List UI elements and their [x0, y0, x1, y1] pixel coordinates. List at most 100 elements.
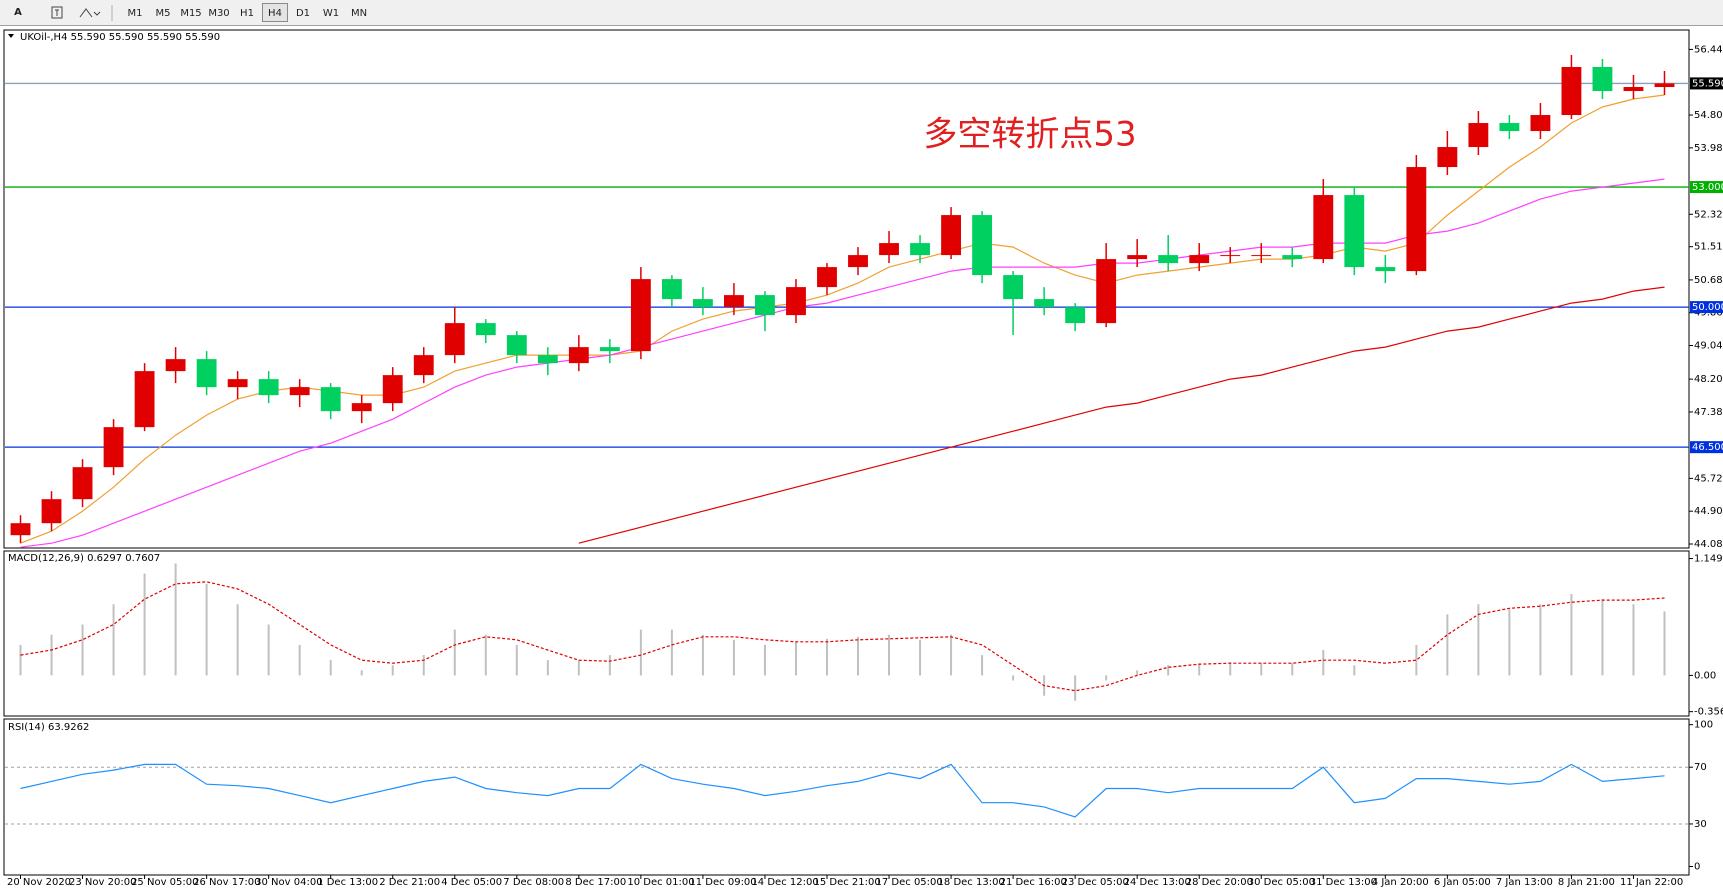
x-tick-label: 23 Dec 05:00: [1062, 877, 1129, 888]
candle-body: [227, 379, 248, 388]
candle-body: [1530, 115, 1551, 132]
moving-average: [578, 286, 1665, 544]
x-tick-label: 28 Dec 20:00: [1186, 877, 1253, 888]
candle-body: [568, 347, 589, 364]
candle-body: [630, 279, 651, 352]
chart: UKOil-,H4 55.590 55.590 55.590 55.590 多空…: [3, 29, 1723, 888]
candle-body: [1375, 267, 1396, 272]
level-label-box: [1690, 77, 1723, 90]
x-tick-label: 4 Dec 05:00: [441, 877, 502, 888]
candle-body: [413, 355, 434, 376]
x-tick-label: 18 Dec 13:00: [938, 877, 1005, 888]
price-title: UKOil-,H4 55.590 55.590 55.590 55.590: [20, 32, 220, 43]
x-tick-label: 17 Dec 05:00: [876, 877, 943, 888]
macd-title: MACD(12,26,9) 0.6297 0.7607: [8, 553, 160, 564]
candle-body: [10, 523, 31, 536]
level-label: 55.590: [1692, 78, 1723, 89]
x-tick-label: 11 Jan 22:00: [1620, 877, 1683, 888]
candle-body: [506, 335, 527, 356]
candle-body: [1313, 195, 1334, 260]
shapes-icon[interactable]: [79, 8, 101, 18]
x-tick-label: 1 Dec 13:00: [317, 877, 378, 888]
y-tick-label: 70: [1694, 762, 1707, 773]
candle-body: [1499, 123, 1520, 132]
candle-body: [755, 295, 775, 316]
x-tick-label: 20 Nov 2020: [7, 877, 71, 888]
candle-body: [692, 299, 713, 308]
timeframe-button[interactable]: MN: [350, 8, 368, 19]
x-tick-label: 7 Jan 13:00: [1496, 877, 1553, 888]
timeframe-button[interactable]: M15: [180, 8, 202, 19]
y-tick-label: 30: [1694, 819, 1707, 830]
candle-body: [1096, 259, 1117, 324]
candle-body: [1127, 255, 1148, 260]
label-icon-glyph: [55, 9, 59, 16]
annotation: 多空转折点53: [923, 115, 1136, 155]
rsi-line: [20, 763, 1665, 818]
candle-body: [1065, 307, 1086, 324]
candle-body: [382, 375, 403, 404]
text-tool[interactable]: A: [14, 7, 22, 18]
candle-body: [1406, 167, 1427, 272]
y-tick-label: 48.200: [1694, 374, 1723, 385]
candle-body: [1468, 123, 1489, 148]
rsi-title: RSI(14) 63.9262: [8, 722, 89, 733]
x-tick-label: 10 Dec 01:00: [627, 877, 694, 888]
y-tick-label: 54.800: [1694, 110, 1723, 121]
moving-average: [20, 178, 1665, 548]
candle-body: [1034, 299, 1055, 308]
x-tick-label: 21 Dec 16:00: [1000, 877, 1067, 888]
candle-body: [599, 347, 620, 352]
label-icon[interactable]: [51, 6, 63, 19]
candle-body: [475, 323, 496, 336]
title-arrow: [8, 34, 14, 38]
candle-body: [1251, 255, 1272, 257]
level-label-box: [1690, 441, 1723, 454]
tool-icons: [51, 5, 113, 21]
candle-body: [661, 279, 682, 300]
level-label-box: [1690, 181, 1723, 194]
level-label: 53.000: [1692, 182, 1723, 193]
y-tick-label: 49.860: [1694, 308, 1723, 319]
y-tick-label: 44.080: [1694, 539, 1723, 550]
y-tick-label: 100: [1694, 720, 1713, 731]
candle-body: [1592, 67, 1613, 92]
x-tick-label: 8 Jan 21:00: [1558, 877, 1615, 888]
timeframe-button[interactable]: H4: [262, 3, 288, 22]
y-tick-label: 56.440: [1694, 44, 1723, 55]
timeframe-button[interactable]: W1: [322, 8, 340, 19]
candle-body: [41, 499, 62, 524]
candle-body: [289, 387, 310, 396]
candle-body: [1003, 275, 1024, 300]
y-tick-label: 50.680: [1694, 275, 1723, 286]
y-tick-label: 0.00: [1694, 670, 1716, 681]
candle-body: [1623, 87, 1644, 92]
timeframe-button[interactable]: M30: [208, 8, 230, 19]
timeframe-button[interactable]: D1: [295, 8, 311, 19]
candle-body: [1344, 195, 1365, 268]
candle-body: [1437, 147, 1458, 168]
y-tick-label: 49.040: [1694, 341, 1723, 352]
x-tick-label: 23 Nov 20:00: [69, 877, 136, 888]
y-tick-label: 1.149: [1694, 554, 1723, 565]
candle-body: [972, 215, 993, 276]
timeframe-button[interactable]: H1: [240, 8, 254, 19]
candle-body: [1282, 255, 1303, 260]
candle-body: [786, 287, 806, 316]
candle-body: [910, 243, 930, 256]
y-tick-label: 53.980: [1694, 143, 1723, 154]
timeframe-button[interactable]: M1: [127, 8, 143, 19]
candle-body: [1220, 255, 1241, 257]
y-tick-label: 51.510: [1694, 242, 1723, 253]
x-tick-label: 8 Dec 17:00: [565, 877, 626, 888]
candle-body: [72, 467, 93, 500]
timeframe-button[interactable]: M5: [155, 8, 171, 19]
candle-body: [1654, 83, 1675, 88]
y-tick-label: 0: [1694, 861, 1700, 872]
candle-body: [351, 403, 372, 412]
y-tick-label: -0.3563: [1694, 707, 1723, 718]
level-label: 46.500: [1692, 442, 1723, 453]
price-pane: [3, 29, 1690, 549]
x-tick-label: 14 Dec 12:00: [751, 877, 818, 888]
